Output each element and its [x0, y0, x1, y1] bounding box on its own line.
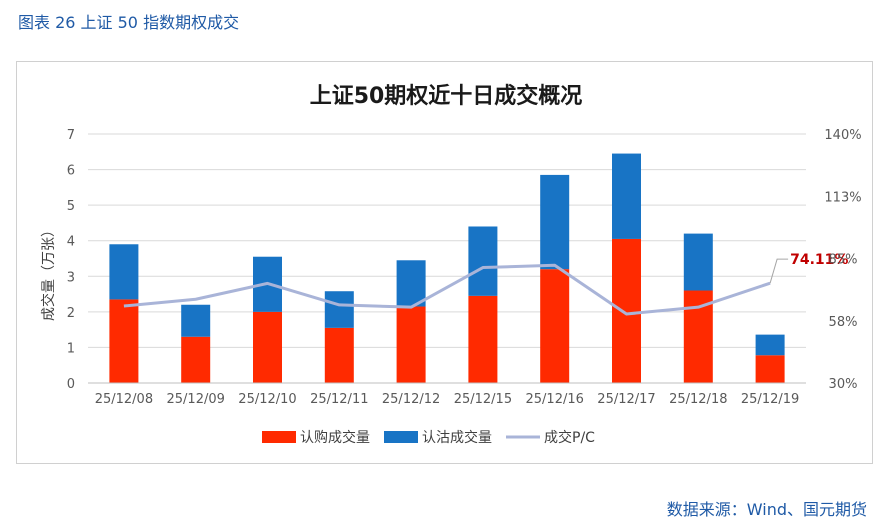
axis-layer: 0 1 2 3 4 5 6 7 30% 58% 85% 113% 140% 25/12/08 25/12/0… [67, 128, 862, 407]
legend: 认购成交量 认沽成交量 成交P/C [262, 429, 595, 446]
y-tick-label: 6 [67, 164, 75, 179]
bar [181, 336, 211, 383]
chart-frame [16, 61, 873, 464]
bar [755, 334, 785, 356]
bar [253, 311, 282, 383]
pc-ratio-line [123, 263, 771, 316]
x-tick-label: 25/12/10 [238, 392, 296, 407]
bar [468, 295, 498, 383]
x-tick-label: 25/12/15 [454, 392, 512, 407]
y-tick-label: 2 [67, 306, 75, 321]
x-tick-label: 25/12/09 [167, 392, 225, 407]
y2-tick-label: 30% [829, 377, 858, 392]
bar [109, 299, 139, 383]
legend-label: 认沽成交量 [422, 429, 492, 446]
legend-swatch [262, 431, 296, 443]
bar [181, 304, 211, 337]
bar [324, 327, 354, 383]
line-layer: 74.11% [123, 252, 848, 316]
bar [683, 233, 713, 291]
bar [109, 244, 139, 300]
y-tick-label: 1 [67, 341, 75, 356]
callout-leader [769, 258, 789, 284]
bar [396, 260, 426, 307]
y2-tick-label: 140% [824, 128, 861, 143]
y2-tick-label: 58% [829, 315, 858, 330]
x-tick-label: 25/12/08 [95, 392, 153, 407]
chart-title: 上证50期权近十日成交概况 [310, 83, 583, 109]
legend-swatch [384, 431, 418, 443]
y-tick-label: 5 [67, 199, 75, 214]
legend-label: 成交P/C [544, 429, 595, 446]
y-tick-label: 3 [67, 270, 75, 285]
bar [612, 153, 641, 239]
x-tick-label: 25/12/19 [741, 392, 799, 407]
x-tick-label: 25/12/12 [382, 392, 440, 407]
y-tick-label: 0 [67, 377, 75, 392]
x-tick-label: 25/12/17 [597, 392, 655, 407]
pc-last-value-label: 74.11% [790, 252, 848, 268]
figure-caption: 图表 26 上证 50 指数期权成交 [18, 13, 240, 32]
bar [612, 238, 641, 383]
y-tick-label: 4 [67, 235, 75, 250]
y2-tick-label: 113% [824, 190, 861, 205]
x-tick-label: 25/12/16 [526, 392, 584, 407]
bar [755, 355, 785, 383]
bar-layer [109, 153, 785, 383]
bar [540, 174, 570, 270]
x-tick-label: 25/12/18 [669, 392, 727, 407]
bar [468, 226, 498, 296]
x-tick-label: 25/12/11 [310, 392, 368, 407]
y-axis-label: 成交量（万张） [40, 223, 57, 321]
bar [396, 306, 426, 383]
legend-label: 认购成交量 [300, 429, 370, 446]
bar [540, 269, 570, 383]
source-note: 数据来源：Wind、国元期货 [666, 500, 867, 519]
y2-tick-label: 85% [829, 253, 858, 268]
bar [324, 291, 354, 328]
y-tick-label: 7 [67, 128, 75, 143]
